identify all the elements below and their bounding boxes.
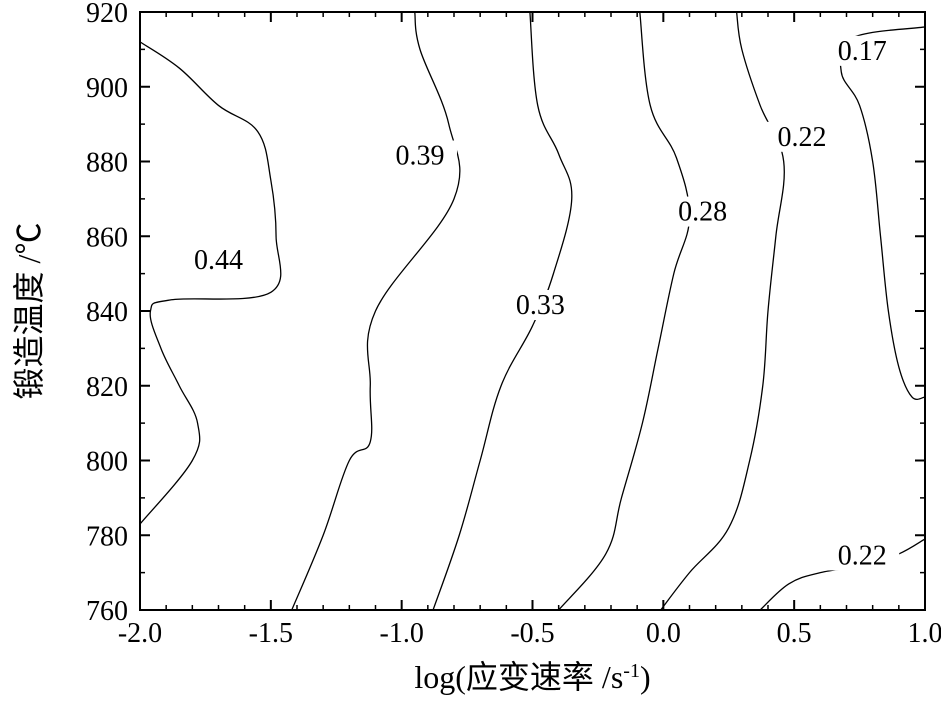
x-tick-label: 0.5 [777,618,812,649]
y-tick-label: 840 [86,297,128,328]
x-axis-title: log(应变速率 /s-1) [414,659,650,695]
x-tick-label: 0.0 [646,618,681,649]
contour-label: 0.33 [516,290,565,321]
x-tick-label: -1.0 [380,618,424,649]
y-axis-title: 锻造温度 /℃ [11,223,47,400]
contour-label: 0.28 [678,197,727,228]
chart-svg: -2.0-1.5-1.0-0.50.00.51.0760780800820840… [0,0,941,714]
contour-label: 0.22 [778,122,827,153]
y-tick-label: 760 [86,596,128,627]
y-tick-label: 880 [86,148,128,179]
contour-label: 0.39 [395,141,444,172]
x-tick-label: 1.0 [908,618,941,649]
contour-chart: -2.0-1.5-1.0-0.50.00.51.0760780800820840… [0,0,941,714]
y-tick-label: 920 [86,0,128,29]
y-tick-label: 900 [86,73,128,104]
contour-0.17 [840,27,925,399]
y-tick-label: 820 [86,372,128,403]
y-tick-label: 800 [86,447,128,478]
x-tick-label: -1.5 [249,618,293,649]
contour-label: 0.17 [838,36,887,67]
contour-label: 0.22 [838,540,887,571]
contour-0.44 [140,42,281,524]
contour-0.22 [661,12,785,610]
y-tick-label: 860 [86,222,128,253]
contour-0.28 [559,12,690,610]
y-tick-label: 780 [86,521,128,552]
x-tick-label: -0.5 [510,618,554,649]
contour-0.39 [292,12,460,610]
contour-label: 0.44 [194,245,243,276]
